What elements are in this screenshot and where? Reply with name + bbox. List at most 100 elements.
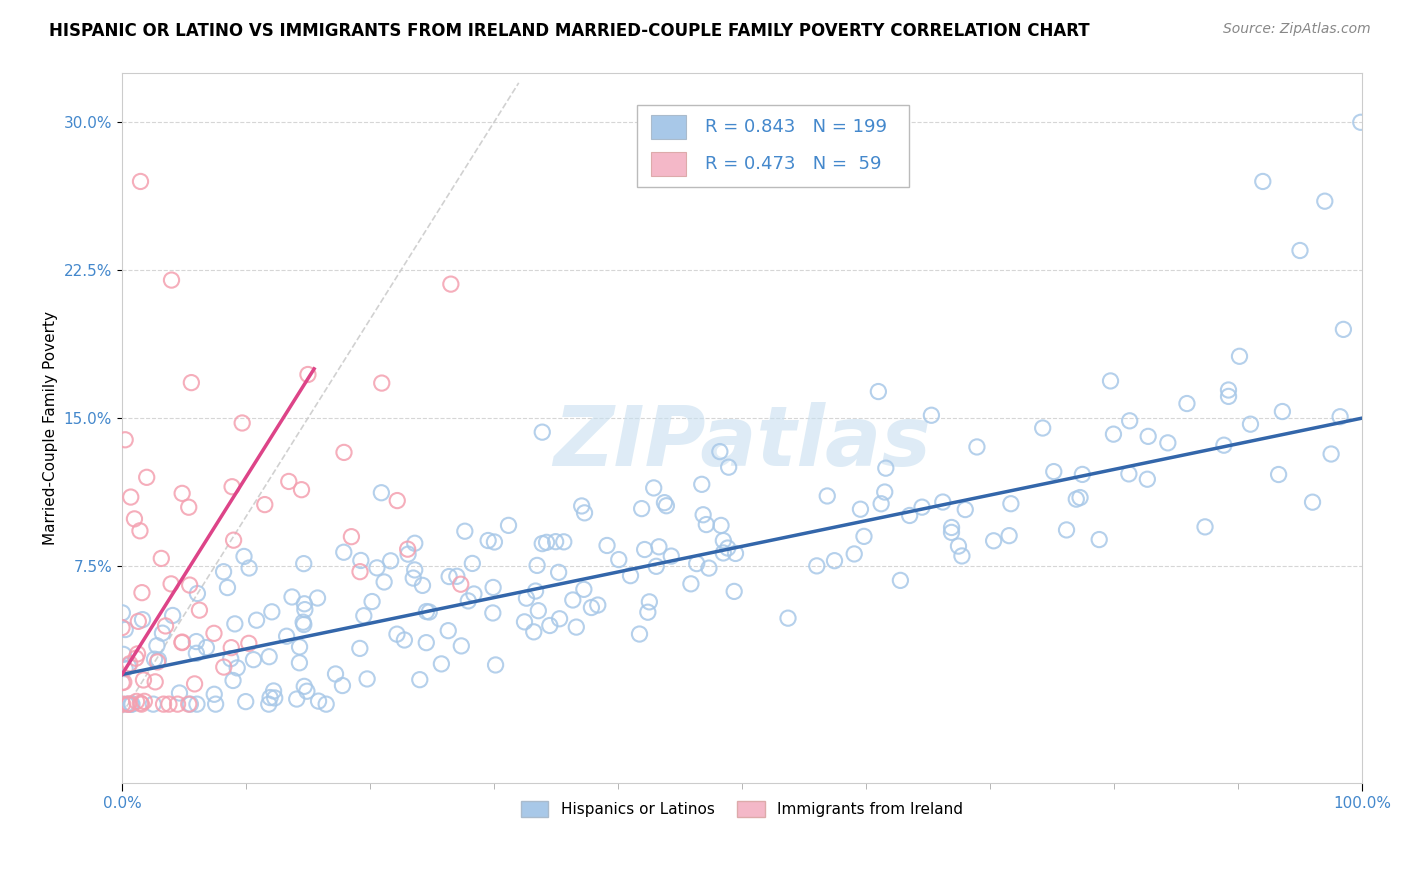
Point <box>396 547 419 561</box>
Point <box>948 539 970 553</box>
Point <box>531 425 554 439</box>
Point <box>889 574 911 588</box>
Point <box>1302 495 1324 509</box>
Point <box>112 648 135 662</box>
Point <box>630 501 652 516</box>
Point <box>1042 465 1064 479</box>
Point <box>288 656 311 670</box>
Point <box>1056 523 1078 537</box>
Point <box>202 626 225 640</box>
Point <box>1071 467 1094 482</box>
Point <box>125 651 148 665</box>
Point <box>226 661 249 675</box>
Point <box>724 546 747 560</box>
Point <box>983 533 1005 548</box>
Point <box>263 690 285 705</box>
Point <box>548 612 571 626</box>
Point <box>325 667 347 681</box>
Point <box>450 639 472 653</box>
Point <box>257 649 280 664</box>
FancyBboxPatch shape <box>637 105 910 186</box>
Point <box>131 585 153 599</box>
Point <box>409 673 432 687</box>
Point <box>219 640 242 655</box>
Point <box>356 672 378 686</box>
Point <box>166 697 188 711</box>
Point <box>1000 497 1022 511</box>
Point <box>253 498 276 512</box>
Point <box>711 533 734 548</box>
Point <box>117 658 139 673</box>
Point <box>155 619 177 633</box>
Text: Source: ZipAtlas.com: Source: ZipAtlas.com <box>1223 22 1371 37</box>
Point <box>1251 174 1274 188</box>
Point <box>259 690 281 705</box>
Point <box>484 657 506 672</box>
Point <box>531 536 554 550</box>
Point <box>131 613 153 627</box>
Point <box>815 489 838 503</box>
Point <box>340 530 363 544</box>
Point <box>212 660 235 674</box>
Point <box>1136 472 1159 486</box>
Point <box>134 694 156 708</box>
Point <box>1099 374 1122 388</box>
Point <box>430 657 453 671</box>
Legend: Hispanics or Latinos, Immigrants from Ireland: Hispanics or Latinos, Immigrants from Ir… <box>513 794 970 825</box>
Point <box>150 551 173 566</box>
Point <box>292 679 315 693</box>
Point <box>162 608 184 623</box>
Point <box>292 597 315 611</box>
Point <box>146 639 169 653</box>
Point <box>160 273 183 287</box>
Point <box>655 499 678 513</box>
Point <box>565 620 588 634</box>
Point <box>380 554 402 568</box>
Point <box>315 697 337 711</box>
Point <box>152 697 174 711</box>
Point <box>1102 427 1125 442</box>
Text: R = 0.843   N = 199: R = 0.843 N = 199 <box>704 118 887 136</box>
Point <box>418 605 440 619</box>
Point <box>572 582 595 597</box>
Point <box>717 460 740 475</box>
Point <box>160 577 183 591</box>
Point <box>204 697 226 711</box>
Point <box>142 697 165 711</box>
Point <box>844 547 866 561</box>
Point <box>679 577 702 591</box>
Point <box>245 613 267 627</box>
Point <box>179 697 201 711</box>
Point <box>111 697 134 711</box>
Point <box>186 586 208 600</box>
Point <box>394 632 416 647</box>
Point <box>524 584 547 599</box>
Point <box>659 549 682 563</box>
Point <box>1218 389 1240 403</box>
Point <box>371 376 394 390</box>
Point <box>238 636 260 650</box>
Point <box>152 626 174 640</box>
Point <box>966 440 988 454</box>
Point <box>308 694 330 708</box>
Point <box>1118 414 1140 428</box>
Point <box>222 673 245 688</box>
Point <box>849 502 872 516</box>
Point <box>527 604 550 618</box>
Point <box>710 518 733 533</box>
Point <box>1157 435 1180 450</box>
Point <box>690 477 713 491</box>
Point <box>172 635 194 649</box>
Point <box>179 578 201 592</box>
Text: HISPANIC OR LATINO VS IMMIGRANTS FROM IRELAND MARRIED-COUPLE FAMILY POVERTY CORR: HISPANIC OR LATINO VS IMMIGRANTS FROM IR… <box>49 22 1090 40</box>
Point <box>169 686 191 700</box>
Point <box>177 697 200 711</box>
Point <box>263 684 285 698</box>
Point <box>523 624 546 639</box>
Point <box>111 675 134 690</box>
Point <box>1194 520 1216 534</box>
Point <box>1229 349 1251 363</box>
Point <box>202 687 225 701</box>
Point <box>285 692 308 706</box>
Point <box>648 540 671 554</box>
